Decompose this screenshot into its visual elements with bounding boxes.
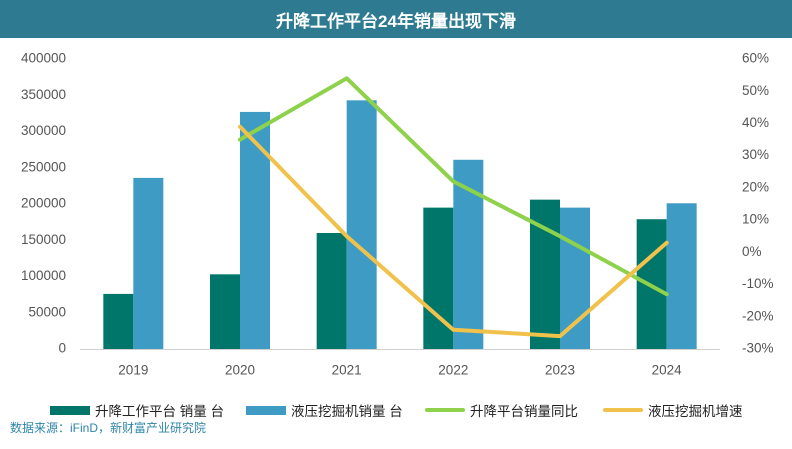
y-right-tick-label: 50%: [742, 83, 769, 98]
x-tick-label: 2023: [545, 363, 575, 378]
y-right-tick-label: 30%: [742, 147, 769, 162]
x-tick-label: 2020: [225, 363, 255, 378]
legend-item-lift-yoy: 升降平台销量同比: [425, 400, 578, 420]
source-note: 数据来源：iFinD，新财富产业研究院: [10, 421, 207, 435]
bar-lift-sales: [316, 233, 347, 349]
legend-swatch-excavator-sales: [246, 405, 286, 415]
y-right-tick-label: 60%: [742, 51, 769, 66]
y-left-tick-label: 50000: [28, 304, 66, 319]
legend-item-lift-sales: 升降工作平台 销量 台: [50, 400, 224, 420]
x-tick-label: 2021: [332, 363, 362, 378]
y-right-tick-label: -30%: [742, 341, 774, 356]
bar-excavator-sales: [133, 177, 164, 349]
line-lift-yoy: [238, 76, 669, 297]
legend-swatch-lift-yoy: [425, 408, 465, 412]
legend-label-lift-sales: 升降工作平台 销量 台: [95, 404, 225, 419]
legend-label-excavator-sales: 液压挖掘机销量 台: [291, 404, 403, 419]
y-right-tick-label: -10%: [742, 276, 774, 291]
bar-lift-sales: [210, 274, 240, 349]
legend-label-lift-yoy: 升降平台销量同比: [470, 404, 578, 419]
y-right-tick-label: 20%: [742, 179, 769, 194]
chart-area: 0 50000 100000 150000 200000 250000 300000 3500…: [21, 51, 774, 378]
x-tick-label: 2022: [438, 363, 468, 378]
x-tick-label: 2019: [118, 363, 148, 378]
y-left-tick-label: 200000: [21, 196, 66, 211]
y-left-tick-label: 250000: [21, 159, 66, 174]
y-left-tick-label: 0: [58, 341, 66, 356]
legend-item-excavator-sales: 液压挖掘机销量 台: [246, 400, 403, 420]
y-left-tick-label: 100000: [21, 268, 66, 283]
bar-excavator-sales: [346, 100, 377, 349]
y-left-tick-label: 350000: [21, 87, 66, 102]
legend-item-excavator-growth: 液压挖掘机增速: [603, 400, 743, 420]
y-right-tick-label: 40%: [742, 115, 769, 130]
y-right-tick-label: -20%: [742, 308, 774, 323]
y-right-tick-label: 10%: [742, 212, 769, 227]
bar-excavator-sales: [666, 203, 697, 349]
legend: 升降工作平台 销量 台 液压挖掘机销量 台 升降平台销量同比 液压挖掘机增速: [50, 400, 790, 420]
y-left-tick-label: 400000: [21, 51, 66, 66]
bar-excavator-sales: [240, 111, 270, 349]
line-excavator-growth: [238, 124, 669, 339]
legend-swatch-lift-sales: [50, 405, 90, 415]
chart-title: 升降工作平台24年销量出现下滑: [0, 0, 792, 38]
y-left-tick-label: 150000: [21, 232, 66, 247]
y-left-tick-label: 300000: [21, 123, 66, 138]
bar-lift-sales: [103, 293, 134, 349]
y-right-tick-label: 0%: [742, 244, 762, 259]
legend-label-excavator-growth: 液压挖掘机增速: [648, 404, 743, 419]
bar-excavator-sales: [560, 207, 590, 349]
legend-swatch-excavator-growth: [603, 408, 643, 412]
x-tick-label: 2024: [652, 363, 683, 378]
